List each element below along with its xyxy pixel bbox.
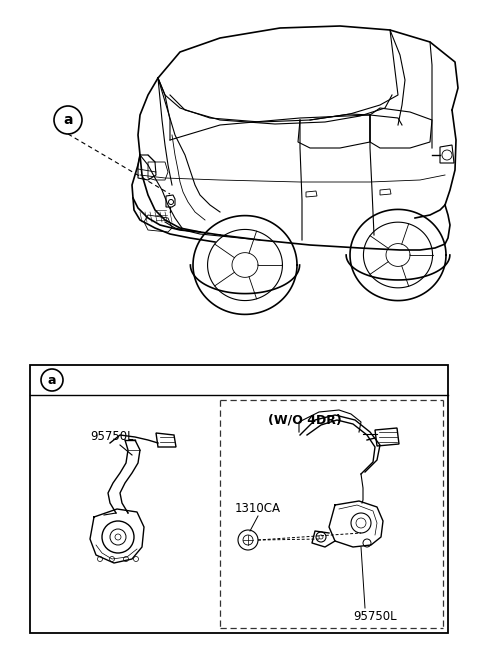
Text: 95750L: 95750L (353, 610, 397, 623)
Text: 1310CA: 1310CA (235, 502, 281, 515)
Text: a: a (48, 374, 56, 387)
Text: 95750L: 95750L (90, 430, 134, 443)
Text: (W/O 4DR): (W/O 4DR) (268, 413, 342, 426)
Text: a: a (63, 113, 73, 127)
Bar (30, 365, 448, 633)
